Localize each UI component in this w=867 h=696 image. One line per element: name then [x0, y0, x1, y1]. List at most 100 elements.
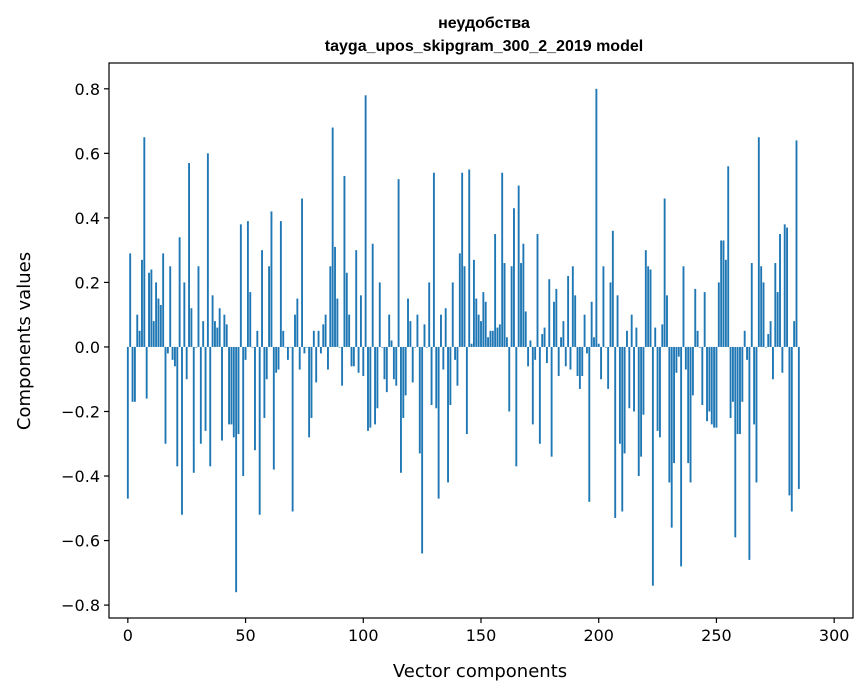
bar [781, 347, 783, 373]
bar [793, 321, 795, 347]
bar [471, 344, 473, 347]
x-tick-label: 250 [701, 626, 732, 645]
bar [798, 347, 800, 489]
bar [398, 179, 400, 347]
bar [544, 328, 546, 347]
bar [273, 347, 275, 470]
bar [132, 347, 134, 402]
x-tick-label: 100 [348, 626, 379, 645]
bar [562, 321, 564, 347]
chart-title: неудобства [438, 15, 530, 32]
bar [723, 240, 725, 346]
bar [261, 250, 263, 347]
bar [734, 347, 736, 537]
bar [527, 347, 529, 366]
bar [621, 347, 623, 512]
bar [666, 295, 668, 347]
bar [591, 302, 593, 347]
bar [610, 282, 612, 347]
bar [407, 299, 409, 347]
bar [207, 153, 209, 347]
bar [487, 337, 489, 347]
bar [360, 295, 362, 347]
bar [247, 221, 249, 347]
bar [593, 337, 595, 347]
bar [506, 337, 508, 347]
bar [266, 347, 268, 379]
bar [271, 211, 273, 347]
bar [671, 347, 673, 528]
bar [457, 347, 459, 386]
bar [567, 276, 569, 347]
bar [346, 273, 348, 347]
bar [405, 347, 407, 395]
bar [306, 347, 308, 348]
bar [424, 324, 426, 347]
bar [763, 282, 765, 347]
y-tick-label: −0.4 [61, 467, 100, 486]
bar [741, 347, 743, 402]
bar [515, 347, 517, 466]
bar [499, 324, 501, 347]
bar [748, 347, 750, 560]
x-axis-label: Vector components [393, 661, 567, 682]
bar [558, 347, 560, 376]
bar [216, 328, 218, 347]
bar [254, 347, 256, 450]
bar [737, 347, 739, 434]
bar [694, 289, 696, 347]
bar [129, 253, 131, 347]
bar [240, 224, 242, 347]
bar [643, 347, 645, 415]
bar [744, 331, 746, 347]
bar [174, 347, 176, 366]
bar [393, 347, 395, 379]
bar [230, 347, 232, 424]
bar [680, 347, 682, 566]
bar [716, 347, 718, 428]
bar [214, 321, 216, 347]
bar [358, 347, 360, 373]
bar [245, 347, 247, 360]
bar [551, 347, 553, 457]
bar [320, 347, 322, 353]
bar [760, 266, 762, 347]
bar [198, 266, 200, 347]
y-axis-label: Components values [14, 252, 35, 430]
bar [777, 292, 779, 347]
bar [482, 292, 484, 347]
bar [791, 347, 793, 512]
bar [391, 341, 393, 347]
bar [720, 240, 722, 346]
bar [699, 347, 701, 348]
bar [327, 347, 329, 370]
bar [278, 347, 280, 370]
bar [770, 321, 772, 347]
bar [289, 347, 291, 348]
bar [442, 347, 444, 370]
bar [428, 282, 430, 347]
bar [336, 299, 338, 347]
bar [136, 315, 138, 347]
bar [329, 266, 331, 347]
bar [419, 347, 421, 453]
bar [402, 347, 404, 418]
bar [209, 347, 211, 466]
bar [205, 347, 207, 431]
bar [301, 199, 303, 347]
bar [518, 186, 520, 347]
bar [706, 347, 708, 421]
bar [176, 347, 178, 466]
bar [202, 321, 204, 347]
bar [376, 347, 378, 408]
x-tick-label: 300 [819, 626, 850, 645]
bar [355, 250, 357, 347]
bar [701, 347, 703, 405]
bar [353, 347, 355, 366]
bar [478, 315, 480, 347]
bar [612, 231, 614, 347]
bar [767, 334, 769, 347]
bar [774, 263, 776, 347]
bar [553, 302, 555, 347]
